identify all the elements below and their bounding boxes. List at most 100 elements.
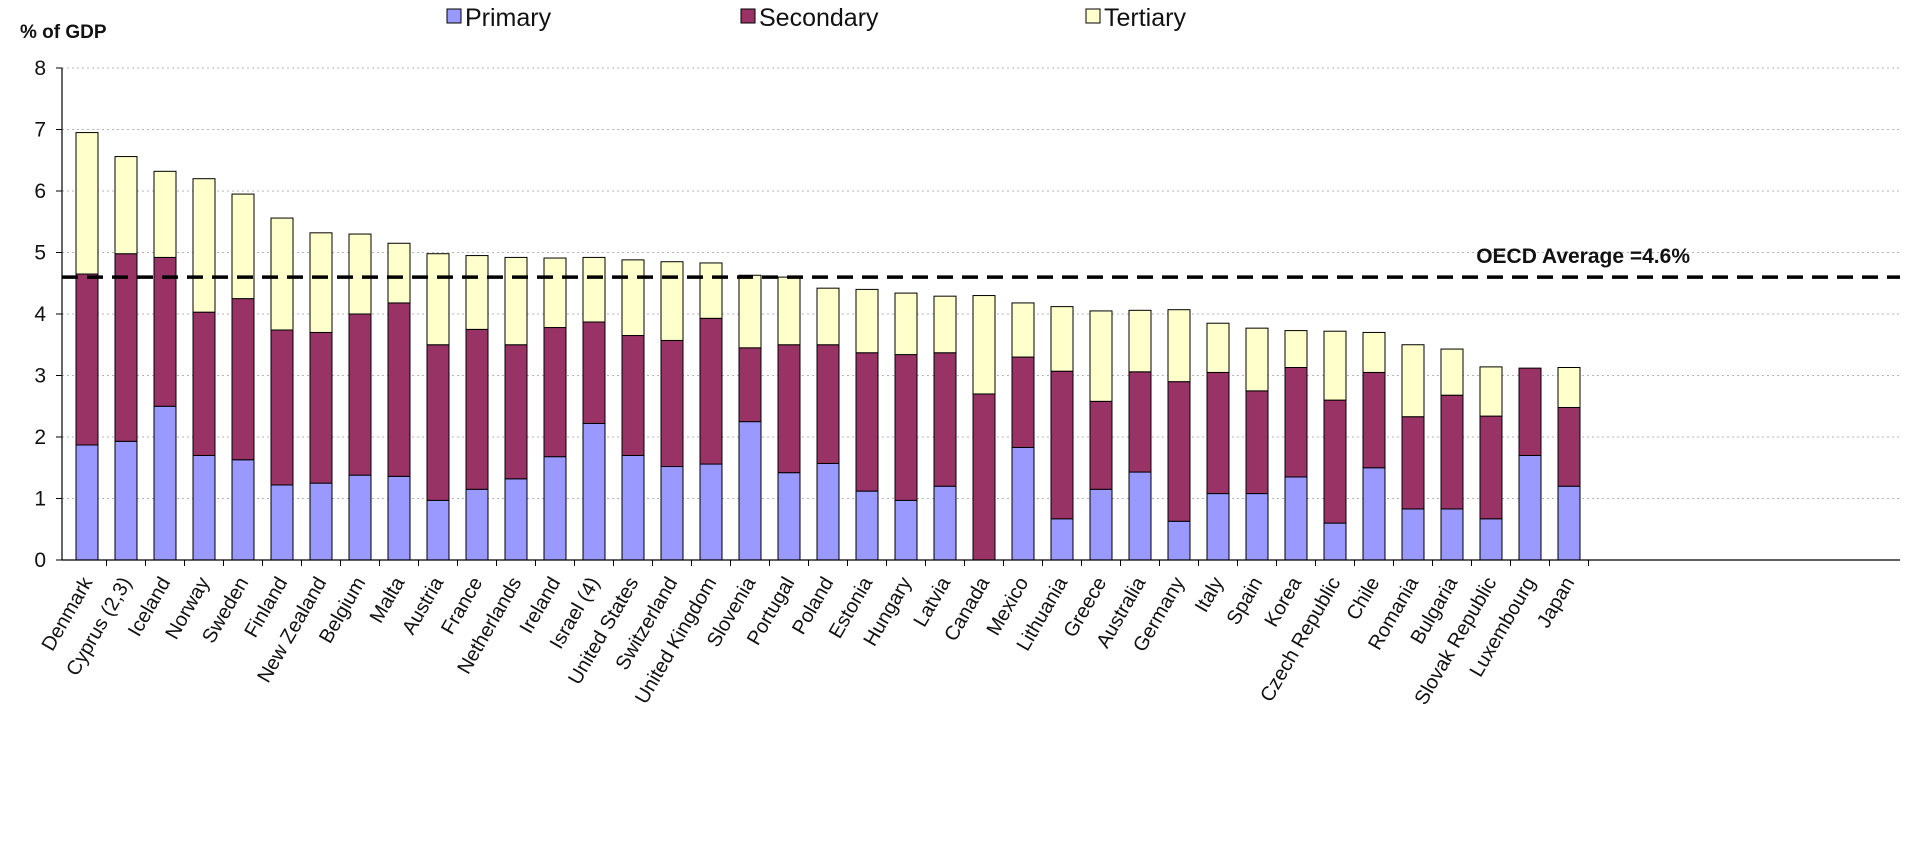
bar-primary-france (465, 488, 489, 561)
bar-tertiary-germany (1167, 309, 1191, 383)
bar-secondary-sweden (231, 298, 255, 461)
bar-secondary-austria (426, 344, 450, 501)
bar-primary-luxembourg (1518, 454, 1542, 561)
bar-tertiary-iceland (153, 170, 177, 258)
bar-primary-denmark (75, 444, 99, 561)
bar-tertiary-sweden (231, 193, 255, 300)
bar-tertiary-new-zealand (309, 232, 333, 333)
bar-tertiary-czech-republic (1323, 330, 1347, 401)
y-tick-label-1: 1 (34, 488, 46, 511)
bar-secondary-norway (192, 311, 216, 456)
bar-secondary-switzerland (660, 339, 684, 468)
bar-tertiary-bulgaria (1440, 348, 1464, 396)
bar-primary-romania (1401, 508, 1425, 561)
bar-tertiary-france (465, 255, 489, 330)
bar-primary-japan (1557, 485, 1581, 561)
bar-tertiary-latvia (933, 295, 957, 354)
bar-secondary-slovenia (738, 347, 762, 423)
bar-primary-finland (270, 484, 294, 561)
bar-tertiary-cyprus-2-3 (114, 156, 138, 255)
legend: Primary Secondary Tertiary (446, 4, 1186, 32)
bar-secondary-romania (1401, 416, 1425, 510)
bar-secondary-hungary (894, 354, 918, 501)
bar-secondary-united-kingdom (699, 317, 723, 465)
bar-tertiary-slovenia (738, 274, 762, 349)
bar-tertiary-chile (1362, 331, 1386, 373)
bar-primary-korea (1284, 476, 1308, 561)
bar-secondary-luxembourg (1518, 367, 1542, 456)
bar-primary-mexico (1011, 446, 1035, 561)
oecd-average-line: OECD Average =4.6% (62, 245, 1900, 279)
bar-tertiary-netherlands (504, 256, 528, 346)
legend-swatch-primary (446, 8, 462, 24)
bar-primary-netherlands (504, 478, 528, 561)
bar-primary-greece (1089, 488, 1113, 561)
bar-tertiary-malta (387, 242, 411, 304)
bar-tertiary-australia (1128, 309, 1152, 373)
bar-tertiary-estonia (855, 288, 879, 354)
bar-primary-germany (1167, 520, 1191, 561)
bar-secondary-australia (1128, 371, 1152, 473)
bar-secondary-poland (816, 344, 840, 464)
bar-secondary-portugal (777, 344, 801, 474)
bar-tertiary-austria (426, 253, 450, 346)
bar-primary-switzerland (660, 466, 684, 561)
bar-secondary-united-states (621, 335, 645, 456)
bar-primary-chile (1362, 467, 1386, 561)
bar-secondary-france (465, 328, 489, 490)
bar-primary-czech-republic (1323, 522, 1347, 561)
bar-primary-slovenia (738, 421, 762, 561)
x-tick-label-japan: Japan (1533, 574, 1579, 632)
bar-secondary-new-zealand (309, 331, 333, 484)
legend-label-primary: Primary (465, 4, 552, 32)
x-tick-label-italy: Italy (1191, 574, 1228, 617)
bar-primary-ireland (543, 456, 567, 561)
bar-tertiary-belgium (348, 233, 372, 315)
bar-tertiary-portugal (777, 276, 801, 346)
bar-secondary-israel-4 (582, 321, 606, 424)
y-tick-label-8: 8 (34, 57, 46, 80)
bar-secondary-lithuania (1050, 370, 1074, 520)
x-tick-label-chile: Chile (1342, 574, 1384, 624)
bar-secondary-bulgaria (1440, 394, 1464, 510)
bar-secondary-denmark (75, 273, 99, 446)
bar-secondary-korea (1284, 367, 1308, 478)
bar-secondary-germany (1167, 381, 1191, 522)
bar-tertiary-slovak-republic (1479, 366, 1503, 417)
bar-secondary-cyprus-2-3 (114, 253, 138, 442)
bar-secondary-canada (972, 393, 996, 561)
bar-tertiary-romania (1401, 344, 1425, 418)
bar-primary-united-kingdom (699, 463, 723, 561)
y-tick-label-7: 7 (34, 119, 46, 142)
bar-secondary-netherlands (504, 344, 528, 480)
bar-tertiary-norway (192, 178, 216, 313)
bar-tertiary-ireland (543, 257, 567, 329)
legend-swatch-tertiary (1085, 8, 1101, 24)
bar-tertiary-finland (270, 217, 294, 331)
bar-tertiary-italy (1206, 322, 1230, 373)
bar-primary-new-zealand (309, 482, 333, 561)
bar-secondary-belgium (348, 313, 372, 476)
bar-primary-iceland (153, 405, 177, 561)
bar-secondary-finland (270, 329, 294, 486)
bar-primary-hungary (894, 499, 918, 561)
bar-tertiary-japan (1557, 367, 1581, 408)
y-axis-label: % of GDP (20, 22, 107, 43)
bar-primary-slovak-republic (1479, 518, 1503, 561)
bar-secondary-malta (387, 302, 411, 477)
bar-primary-latvia (933, 485, 957, 561)
bar-primary-sweden (231, 459, 255, 561)
bar-secondary-chile (1362, 371, 1386, 469)
bar-primary-malta (387, 475, 411, 561)
bar-primary-australia (1128, 471, 1152, 561)
bar-tertiary-korea (1284, 330, 1308, 369)
bar-primary-belgium (348, 474, 372, 561)
y-tick-label-2: 2 (34, 426, 46, 449)
bar-primary-poland (816, 462, 840, 561)
bar-secondary-estonia (855, 352, 879, 492)
bar-primary-lithuania (1050, 518, 1074, 561)
bar-secondary-slovak-republic (1479, 415, 1503, 520)
